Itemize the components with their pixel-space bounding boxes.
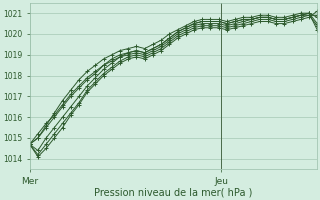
X-axis label: Pression niveau de la mer( hPa ): Pression niveau de la mer( hPa )	[94, 187, 252, 197]
